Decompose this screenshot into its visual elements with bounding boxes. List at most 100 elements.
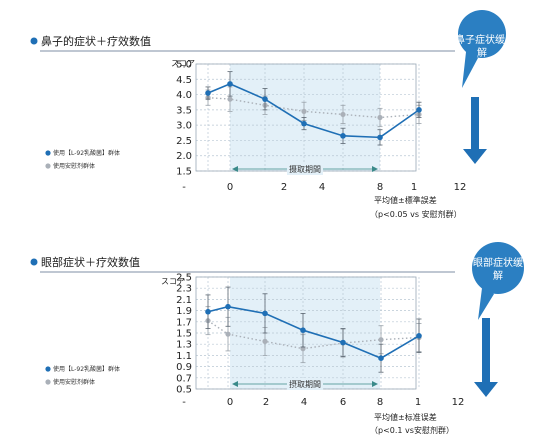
data-point-placebo (225, 331, 231, 337)
data-point-active (300, 327, 306, 334)
data-point-active (225, 303, 231, 310)
y-tick-label: 2.5 (176, 136, 192, 147)
intake-period-label: 摄取期間 (289, 165, 321, 174)
data-point-active (205, 308, 211, 315)
badge-label-line2: 解 (477, 46, 487, 59)
data-point-active (377, 134, 383, 141)
y-tick-label: 0.7 (176, 373, 192, 384)
data-point-placebo (227, 96, 233, 102)
data-point-active (416, 333, 422, 339)
y-tick-label: 3.5 (176, 105, 192, 116)
data-point-active (416, 107, 422, 113)
plot-area: 5.0 4.5 4.0 3.5 3.0 2.5 2.0 1.5 摄取期間 - 0 2 4 8 1 12 (176, 60, 466, 194)
x-tick-label: 2 (263, 397, 269, 408)
data-point-active (378, 355, 384, 362)
data-point-placebo (340, 111, 346, 118)
legend-active-label: 使用【L-92乳酸菌】群体 (53, 149, 120, 157)
relief-badge: 鼻子症状缓 解 (455, 10, 506, 164)
legend: 使用【L-92乳酸菌】群体 使用安慰剂群体 (45, 365, 120, 386)
y-tick-label: 2.1 (176, 295, 192, 306)
down-arrow-icon (463, 149, 487, 164)
badge-label-line1: 眼部症状缓 (473, 256, 523, 269)
title-bullet-icon (30, 37, 38, 45)
period-arrow-right-icon (372, 166, 378, 172)
x-tick-label: 12 (454, 182, 467, 193)
eye-panel: 眼部症状＋疗效数值 スコア 2.52.32.11.91.71.51.31.10.… (30, 242, 524, 435)
legend-active-marker (45, 366, 51, 372)
legend-active-marker (45, 150, 51, 156)
period-arrow-right-icon (372, 381, 378, 387)
data-point-active (227, 81, 233, 87)
arrow-shaft (482, 318, 490, 382)
x-tick-label: 0 (227, 182, 233, 193)
badge-label-line1: 鼻子症状缓 (455, 33, 505, 46)
data-point-active (262, 96, 268, 102)
y-tick-label: 1.5 (176, 329, 192, 340)
intake-period-label: 摂取期間 (289, 379, 321, 389)
y-tick-label: 1.7 (176, 317, 192, 328)
legend: 使用【L-92乳酸菌】群体 使用安慰剂群体 (45, 149, 120, 170)
x-tick-label: - (182, 182, 186, 193)
x-tick-label: 8 (377, 182, 383, 193)
data-point-placebo (377, 114, 383, 121)
period-label-bg (287, 163, 323, 175)
data-point-placebo (262, 338, 268, 344)
significance-note: （p<0.1 vs安慰剂群） (370, 425, 454, 435)
y-tick-label: 1.3 (176, 340, 192, 351)
data-point-active (340, 133, 346, 139)
x-tick-label: 4 (319, 182, 325, 193)
legend-placebo-label: 使用安慰剂群体 (53, 378, 95, 386)
x-tick-label: - (182, 397, 186, 408)
y-axis-label: スコア (161, 277, 185, 286)
chart-title: 鼻子的症状＋疗效数值 (41, 34, 151, 48)
legend-placebo-label: 使用安慰剂群体 (53, 162, 95, 170)
x-tick-label: 1 (411, 182, 417, 193)
y-tick-label: 4.5 (176, 75, 192, 86)
y-tick-label: 3.0 (176, 121, 192, 132)
speech-bubble-shape (458, 10, 506, 88)
y-tick-label: 1.9 (176, 306, 192, 317)
y-tick-label: 1.5 (176, 167, 192, 178)
x-tick-label: 8 (377, 397, 383, 408)
arrow-shaft (471, 97, 479, 149)
period-arrow-left-icon (232, 381, 238, 387)
y-axis-label: スコア (171, 59, 195, 68)
x-tick-label: 6 (340, 397, 346, 408)
relief-badge: 眼部症状缓 解 (472, 242, 524, 397)
legend-placebo-marker (45, 163, 51, 169)
period-label-bg (287, 378, 323, 390)
y-tick-label: 2.0 (176, 151, 192, 162)
speech-bubble-shape (472, 242, 524, 320)
title-bullet-icon (30, 258, 38, 266)
plot-area: 2.52.32.11.91.71.51.31.10.90.70.5 摂取期間 - 0 2… (176, 273, 464, 409)
x-tick-label: 0 (227, 397, 233, 408)
legend-placebo-marker (45, 379, 51, 385)
data-point-active (301, 120, 307, 127)
x-tick-label: 4 (301, 397, 307, 408)
nasal-panel: 鼻子的症状＋疗效数值 スコア 5.0 4.5 4.0 3.5 3.0 2.5 2.0 1.5 摄… (30, 10, 506, 219)
significance-note: （p<0.05 vs 安慰剂群） (370, 209, 462, 219)
y-tick-label: 1.1 (176, 351, 192, 362)
data-point-active (205, 90, 211, 96)
y-tick-label: 4.0 (176, 90, 192, 101)
stat-note: 平均値±標準誤差 (374, 195, 437, 205)
data-point-placebo (378, 337, 384, 343)
legend-active-label: 使用【L-92乳酸菌】群体 (53, 365, 120, 373)
y-tick-label: 0.5 (176, 385, 192, 396)
y-tick-label: 5.0 (176, 60, 192, 71)
data-point-active (262, 310, 268, 317)
x-tick-label: 2 (281, 182, 287, 193)
y-tick-label: 2.3 (176, 284, 192, 295)
x-tick-label: 1 (415, 397, 421, 408)
y-tick-label: 2.5 (176, 273, 192, 284)
x-tick-label: 12 (452, 397, 465, 408)
data-point-active (340, 339, 346, 346)
badge-label-line2: 解 (493, 269, 503, 282)
y-tick-label: 0.9 (176, 362, 192, 373)
down-arrow-icon (474, 382, 498, 397)
chart-title: 眼部症状＋疗效数值 (41, 255, 140, 269)
data-point-placebo (301, 108, 307, 114)
period-arrow-left-icon (232, 166, 238, 172)
stat-note: 平均値±标准误差 (374, 412, 437, 422)
